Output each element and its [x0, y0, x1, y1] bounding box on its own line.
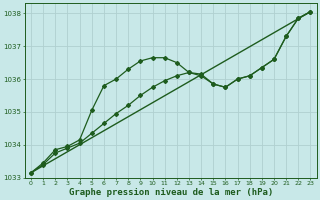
X-axis label: Graphe pression niveau de la mer (hPa): Graphe pression niveau de la mer (hPa) [68, 188, 273, 197]
